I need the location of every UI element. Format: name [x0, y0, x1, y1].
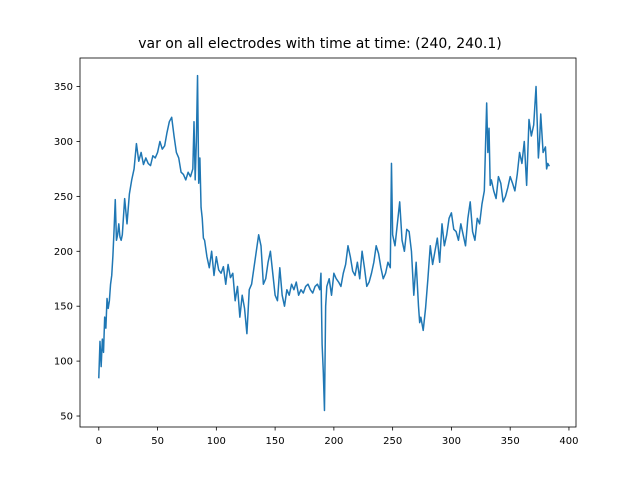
x-tick-label: 50	[151, 436, 164, 447]
x-tick-label: 400	[559, 436, 578, 447]
x-tick-label: 300	[442, 436, 461, 447]
y-tick-label: 50	[60, 412, 73, 423]
y-tick-label: 100	[54, 357, 73, 368]
y-tick-label: 200	[54, 247, 73, 258]
y-tick-label: 250	[54, 192, 73, 203]
axes-frame	[79, 57, 577, 428]
y-tick-label: 300	[54, 137, 73, 148]
x-tick-label: 200	[324, 436, 343, 447]
x-tick-label: 0	[96, 436, 102, 447]
y-tick-label: 150	[54, 302, 73, 313]
x-tick-label: 250	[383, 436, 402, 447]
x-tick-label: 350	[501, 436, 520, 447]
plot-area: 0 50 100 150 200 250 300 350 400 50 100 150 200 250 30…	[54, 57, 578, 447]
x-tick-label: 150	[266, 436, 285, 447]
x-tick-label: 100	[207, 436, 226, 447]
chart-title: var on all electrodes with time at time:…	[138, 36, 502, 52]
series-line-0	[98, 74, 550, 412]
y-tick-label: 350	[54, 82, 73, 93]
